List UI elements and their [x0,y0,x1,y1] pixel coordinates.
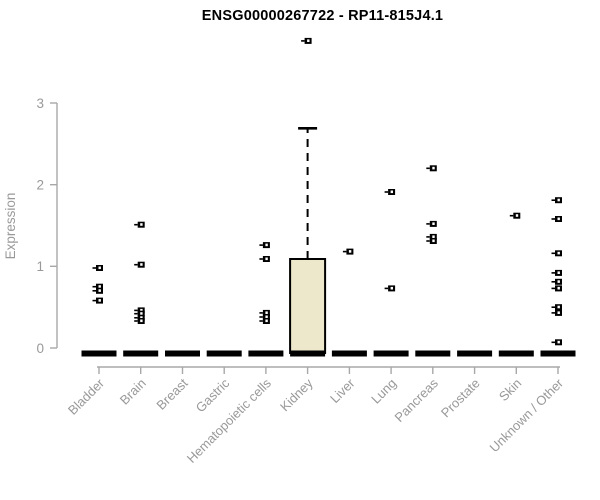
y-axis-title: Expression [3,193,18,260]
x-category-label: Skin [496,376,524,404]
median-bar [248,350,284,357]
point-square-hole [557,286,560,290]
median-bar [81,350,117,357]
median-bar [123,350,159,357]
point-square-hole [98,299,101,302]
median-bar [206,350,242,357]
x-category-label: Brain [117,376,149,408]
outlier-point [134,314,145,321]
outlier-point [301,37,312,44]
outlier-point [92,297,103,304]
point-square-hole [390,190,393,194]
outlier-point [551,197,562,204]
y-tick-label: 3 [36,96,44,111]
median-bar [165,350,200,357]
point-square-hole [390,286,393,290]
point-square-hole [140,223,143,226]
outlier-point [551,216,562,222]
point-square-hole [140,312,143,315]
y-tick-label: 0 [36,341,44,356]
point-square-hole [557,311,560,314]
median-bar [331,350,367,357]
outlier-point [134,318,145,324]
point-square-hole [557,271,560,274]
outlier-point [551,309,562,316]
point-square-hole [557,340,560,344]
median-bar [540,350,576,357]
point-square-hole [265,315,268,319]
point-square-hole [557,198,560,202]
outlier-point [92,265,103,271]
point-square-hole [140,308,143,312]
outlier-point [259,256,270,262]
median-bar [290,350,326,357]
outlier-point [384,285,396,292]
x-category-label: Prostate [438,376,483,421]
outlier-point [134,307,145,314]
point-square-hole [98,289,101,292]
chart-title: ENSG00000267722 - RP11-815J4.1 [201,8,444,24]
outlier-point [259,318,270,324]
point-square-hole [98,266,101,270]
point-square-hole [265,257,268,261]
outlier-point [134,310,145,317]
outlier-point [259,314,270,320]
point-square-hole [557,305,560,309]
outlier-point [509,212,521,219]
x-category-label: Breast [153,375,190,412]
point-square-hole [557,280,560,283]
outlier-point [92,283,103,290]
point-square-hole [432,222,435,225]
point-square-hole [557,217,560,221]
y-tick-label: 1 [36,259,44,274]
outlier-point [426,238,437,244]
outlier-point [384,189,396,195]
outlier-point [342,248,354,255]
outlier-point [259,309,270,316]
outlier-point [134,261,145,268]
point-square-hole [98,285,101,288]
point-square-hole [140,316,143,319]
y-tick-label: 2 [36,178,44,193]
point-square-hole [140,263,143,266]
x-category-label: Bladder [65,375,108,418]
outlier-point [426,165,437,172]
point-square-hole [432,166,435,170]
outlier-point [426,220,437,227]
outlier-point [551,250,562,257]
x-category-label: Lung [368,376,399,407]
outlier-point [92,287,103,294]
x-category-label: Gastric [193,375,233,415]
box-iqr [289,258,327,354]
point-square-hole [265,243,268,247]
x-category-label: Unknown / Other [487,375,567,455]
median-bar [457,350,493,357]
median-bar [498,350,534,357]
point-square-hole [307,39,310,42]
point-square-hole [265,311,268,314]
outlier-point [551,285,562,292]
median-bar [415,350,451,357]
point-square-hole [557,251,560,255]
x-category-label: Liver [327,375,358,406]
point-square-hole [140,319,143,323]
outlier-point [134,221,145,228]
outlier-point [551,339,562,346]
point-square-hole [515,214,519,217]
median-bar [373,350,409,357]
outlier-point [551,304,562,311]
x-category-label: Kidney [277,375,316,414]
outlier-point [551,269,562,276]
point-square-hole [432,239,435,243]
x-category-label: Pancreas [391,375,441,425]
point-square-hole [265,319,268,323]
point-square-hole [432,235,435,238]
point-square-hole [348,250,352,253]
outlier-point [426,233,437,240]
outlier-point [259,242,270,249]
outlier-point [551,278,562,285]
